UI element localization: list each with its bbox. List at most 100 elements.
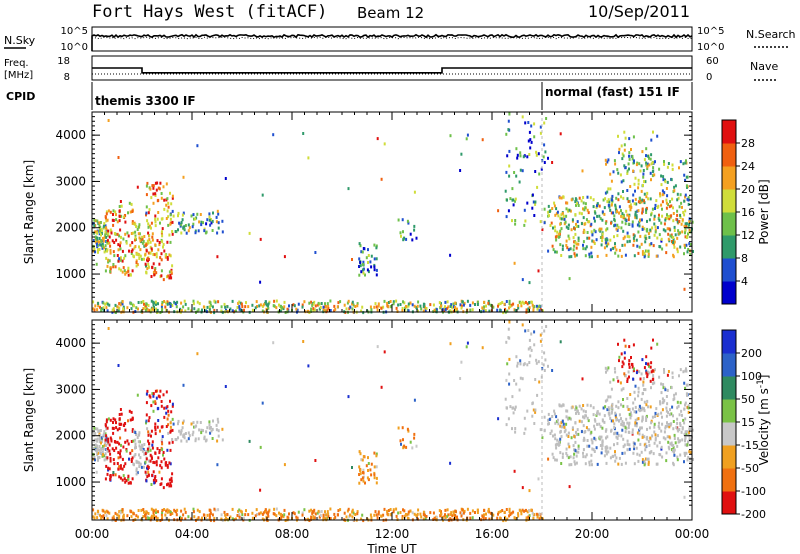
power-pixel bbox=[521, 300, 524, 304]
power-pixel bbox=[182, 175, 185, 179]
velocity-pixel bbox=[583, 436, 586, 440]
velocity-pixel bbox=[170, 484, 173, 488]
velocity-pixel bbox=[605, 461, 608, 465]
power-pixel bbox=[623, 243, 626, 247]
power-pixel bbox=[104, 233, 107, 237]
power-pixel bbox=[492, 305, 495, 309]
velocity-pixel bbox=[154, 425, 157, 429]
power-pixel bbox=[673, 242, 675, 246]
velocity-pixel bbox=[646, 370, 649, 374]
power-pixel bbox=[137, 301, 140, 304]
power-pixel bbox=[527, 121, 530, 124]
power-pixel bbox=[183, 299, 186, 303]
power-pixel bbox=[158, 243, 161, 247]
power-pixel bbox=[584, 202, 587, 206]
power-pixel bbox=[280, 307, 283, 311]
velocity-pixel bbox=[184, 432, 187, 435]
power-pixel bbox=[217, 300, 220, 304]
velocity-pixel bbox=[400, 442, 402, 446]
velocity-pixel bbox=[208, 423, 211, 427]
velocity-pixel bbox=[633, 390, 636, 394]
velocity-pixel bbox=[225, 516, 227, 520]
velocity-pixel bbox=[577, 444, 580, 448]
power-pixel bbox=[182, 226, 185, 230]
velocity-pixel bbox=[635, 424, 638, 428]
velocity-pixel bbox=[133, 454, 136, 458]
velocity-pixel bbox=[671, 405, 674, 409]
power-pixel bbox=[656, 134, 659, 138]
velocity-pixel bbox=[633, 462, 636, 466]
power-pixel bbox=[135, 306, 138, 310]
power-pixel bbox=[530, 124, 533, 128]
power-pixel bbox=[333, 304, 336, 308]
power-pixel bbox=[356, 302, 359, 306]
power-pixel bbox=[131, 269, 134, 273]
power-pixel bbox=[660, 237, 663, 241]
x-tick-label: 00:00 bbox=[675, 527, 710, 541]
velocity-pixel bbox=[212, 419, 214, 423]
frequency-tick-bottom: 8 bbox=[64, 72, 70, 83]
velocity-pixel bbox=[509, 513, 512, 516]
velocity-pixel bbox=[640, 408, 643, 412]
power-pixel bbox=[555, 238, 558, 242]
velocity-pixel bbox=[143, 452, 146, 456]
power-pixel bbox=[100, 308, 103, 312]
velocity-pixel bbox=[621, 423, 624, 427]
power-pixel bbox=[127, 266, 130, 270]
velocity-pixel bbox=[367, 478, 370, 482]
velocity-pixel bbox=[216, 417, 219, 421]
power-pixel bbox=[653, 222, 656, 226]
velocity-ylabel: Slant Range [km] bbox=[22, 368, 36, 472]
power-pixel bbox=[343, 303, 346, 307]
velocity-pixel bbox=[118, 422, 121, 426]
velocity-pixel bbox=[679, 453, 682, 457]
velocity-pixel bbox=[150, 507, 153, 511]
power-pixel bbox=[576, 220, 579, 224]
velocity-pixel bbox=[413, 436, 416, 440]
power-pixel bbox=[606, 227, 609, 231]
power-pixel bbox=[582, 247, 585, 251]
power-pixel bbox=[150, 275, 153, 278]
velocity-pixel bbox=[641, 419, 644, 423]
power-pixel bbox=[555, 207, 558, 211]
velocity-pixel bbox=[166, 465, 169, 469]
power-pixel bbox=[154, 224, 157, 228]
power-pixel bbox=[301, 303, 304, 307]
velocity-pixel bbox=[673, 453, 676, 457]
velocity-pixel bbox=[181, 426, 184, 430]
power-pixel bbox=[147, 251, 150, 255]
velocity-pixel bbox=[450, 511, 453, 515]
power-pixel bbox=[166, 209, 169, 213]
velocity-pixel bbox=[609, 446, 612, 450]
velocity-pixel bbox=[94, 427, 97, 431]
velocity-pixel bbox=[580, 420, 583, 424]
power-pixel bbox=[566, 246, 569, 250]
power-pixel bbox=[508, 174, 511, 178]
power-pixel bbox=[449, 134, 452, 138]
velocity-pixel bbox=[417, 508, 420, 512]
y-tick-label: 1000 bbox=[55, 267, 86, 281]
velocity-pixel bbox=[666, 388, 669, 392]
power-pixel bbox=[101, 237, 104, 240]
velocity-pixel bbox=[123, 422, 126, 426]
power-colorbar-label: Power [dB] bbox=[757, 179, 771, 244]
power-pixel bbox=[255, 300, 258, 304]
velocity-pixel bbox=[114, 473, 117, 477]
velocity-pixel bbox=[126, 514, 129, 518]
velocity-pixel bbox=[115, 421, 117, 425]
power-pixel bbox=[511, 187, 514, 191]
velocity-pixel bbox=[107, 327, 110, 330]
velocity-pixel bbox=[539, 428, 542, 432]
power-pixel bbox=[293, 304, 296, 308]
power-pixel bbox=[596, 204, 598, 208]
power-pixel bbox=[154, 192, 157, 196]
velocity-pixel bbox=[618, 359, 620, 363]
power-pixel bbox=[171, 196, 174, 200]
velocity-pixel bbox=[261, 401, 264, 405]
power-pixel bbox=[670, 178, 673, 182]
x-tick-label: 20:00 bbox=[575, 527, 610, 541]
velocity-pixel bbox=[170, 476, 173, 480]
power-pixel bbox=[313, 308, 316, 312]
power-ylabel: Slant Range [km] bbox=[22, 160, 36, 264]
